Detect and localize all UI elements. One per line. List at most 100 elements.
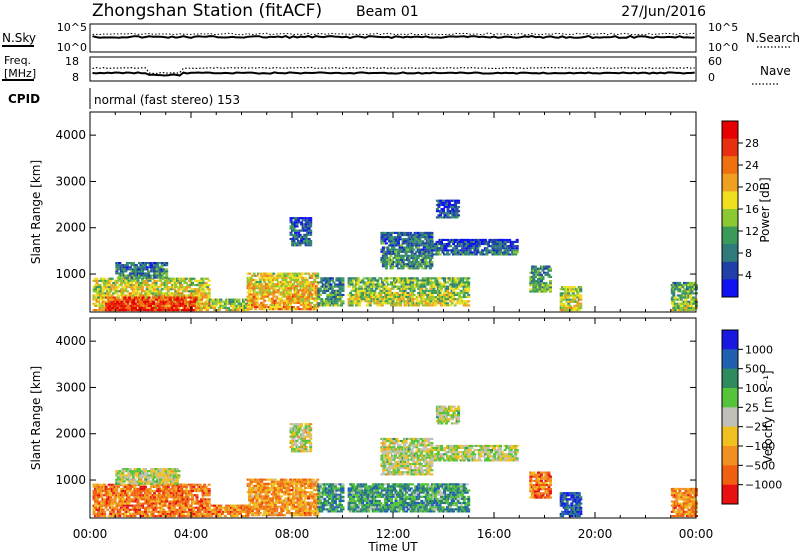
power-cell: [153, 288, 157, 291]
velocity-cell: [101, 490, 105, 493]
power-cell: [306, 221, 310, 224]
power-cell: [465, 249, 469, 252]
power-cell: [436, 287, 440, 290]
velocity-cell: [130, 504, 134, 507]
power-cell: [682, 290, 686, 293]
power-cell: [299, 283, 303, 286]
power-cell: [144, 268, 147, 271]
power-cell: [690, 284, 694, 287]
power-cell: [417, 285, 421, 288]
power-cell: [124, 281, 128, 284]
power-cell: [107, 281, 111, 284]
power-cell: [154, 264, 158, 267]
power-cell: [149, 304, 153, 307]
power-cell: [400, 244, 404, 247]
power-cell: [333, 304, 337, 307]
power-cell: [176, 304, 180, 307]
power-cell: [418, 240, 422, 243]
power-cell: [421, 248, 425, 251]
velocity-cell: [94, 506, 97, 509]
power-cell: [410, 250, 414, 253]
power-cell: [195, 284, 199, 287]
power-cell: [139, 292, 143, 295]
power-cell: [438, 253, 442, 256]
velocity-cell: [94, 496, 97, 499]
power-cell: [443, 277, 446, 280]
power-cell: [401, 261, 405, 264]
power-cell: [421, 261, 425, 264]
power-cell: [263, 299, 267, 302]
power-cell: [347, 279, 351, 282]
power-cell: [427, 250, 431, 253]
power-cell: [275, 278, 279, 281]
power-cell: [300, 221, 304, 224]
power-cell: [177, 290, 181, 293]
velocity-cell: [192, 485, 196, 488]
power-cell: [406, 279, 410, 282]
velocity-cell: [174, 510, 178, 513]
power-cell: [165, 272, 169, 275]
velocity-data-layer: [92, 405, 698, 518]
power-cell: [403, 259, 407, 262]
power-cell: [397, 285, 401, 288]
power-cell: [139, 272, 143, 275]
power-cell: [461, 279, 465, 282]
power-cell: [670, 296, 674, 299]
velocity-cell: [172, 492, 176, 495]
power-cell: [573, 298, 577, 301]
power-cell: [159, 276, 163, 279]
power-cell: [142, 266, 146, 269]
power-cell: [94, 279, 97, 282]
power-cell: [184, 277, 188, 280]
power-cell: [427, 234, 431, 237]
velocity-cell: [195, 500, 199, 503]
power-cell: [255, 274, 259, 277]
velocity-cell: [134, 508, 138, 511]
power-cell: [324, 285, 328, 288]
power-cell: [376, 300, 380, 303]
power-cell: [416, 238, 420, 241]
power-cell: [160, 294, 164, 297]
power-cell: [112, 286, 116, 289]
power-cell: [304, 225, 308, 228]
power-cell: [399, 304, 403, 307]
power-cell: [223, 304, 227, 307]
power-cell: [533, 286, 537, 289]
velocity-cell: [191, 498, 194, 501]
power-cell: [287, 272, 291, 275]
power-cell: [260, 274, 264, 277]
power-cell: [305, 283, 309, 286]
power-cell: [287, 295, 291, 298]
power-cell: [139, 304, 143, 307]
power-cell: [427, 281, 431, 284]
velocity-cell: [128, 483, 132, 486]
power-cell: [310, 276, 314, 279]
power-cell: [144, 300, 148, 303]
power-cell: [207, 302, 211, 305]
velocity-cell: [94, 483, 97, 486]
velocity-cell: [195, 496, 199, 499]
power-cell: [118, 272, 122, 275]
velocity-cell: [97, 496, 101, 499]
power-cell: [285, 301, 289, 304]
power-cell: [399, 302, 403, 305]
power-cell: [436, 243, 440, 246]
power-cell: [423, 279, 427, 282]
power-cell: [184, 294, 188, 297]
power-cell: [104, 292, 108, 295]
power-cell: [529, 282, 533, 285]
power-cell: [101, 286, 105, 289]
power-cell: [302, 293, 306, 296]
power-cell: [154, 262, 158, 265]
power-cell: [154, 268, 158, 271]
velocity-cell: [124, 500, 128, 503]
power-cell: [327, 302, 331, 305]
power-cell: [512, 249, 516, 252]
power-cell: [306, 242, 310, 245]
power-cell: [292, 233, 296, 236]
power-cell: [154, 274, 158, 277]
power-cell: [443, 238, 446, 241]
power-cell: [350, 304, 354, 307]
velocity-cell: [113, 502, 117, 505]
power-cell: [293, 293, 297, 296]
